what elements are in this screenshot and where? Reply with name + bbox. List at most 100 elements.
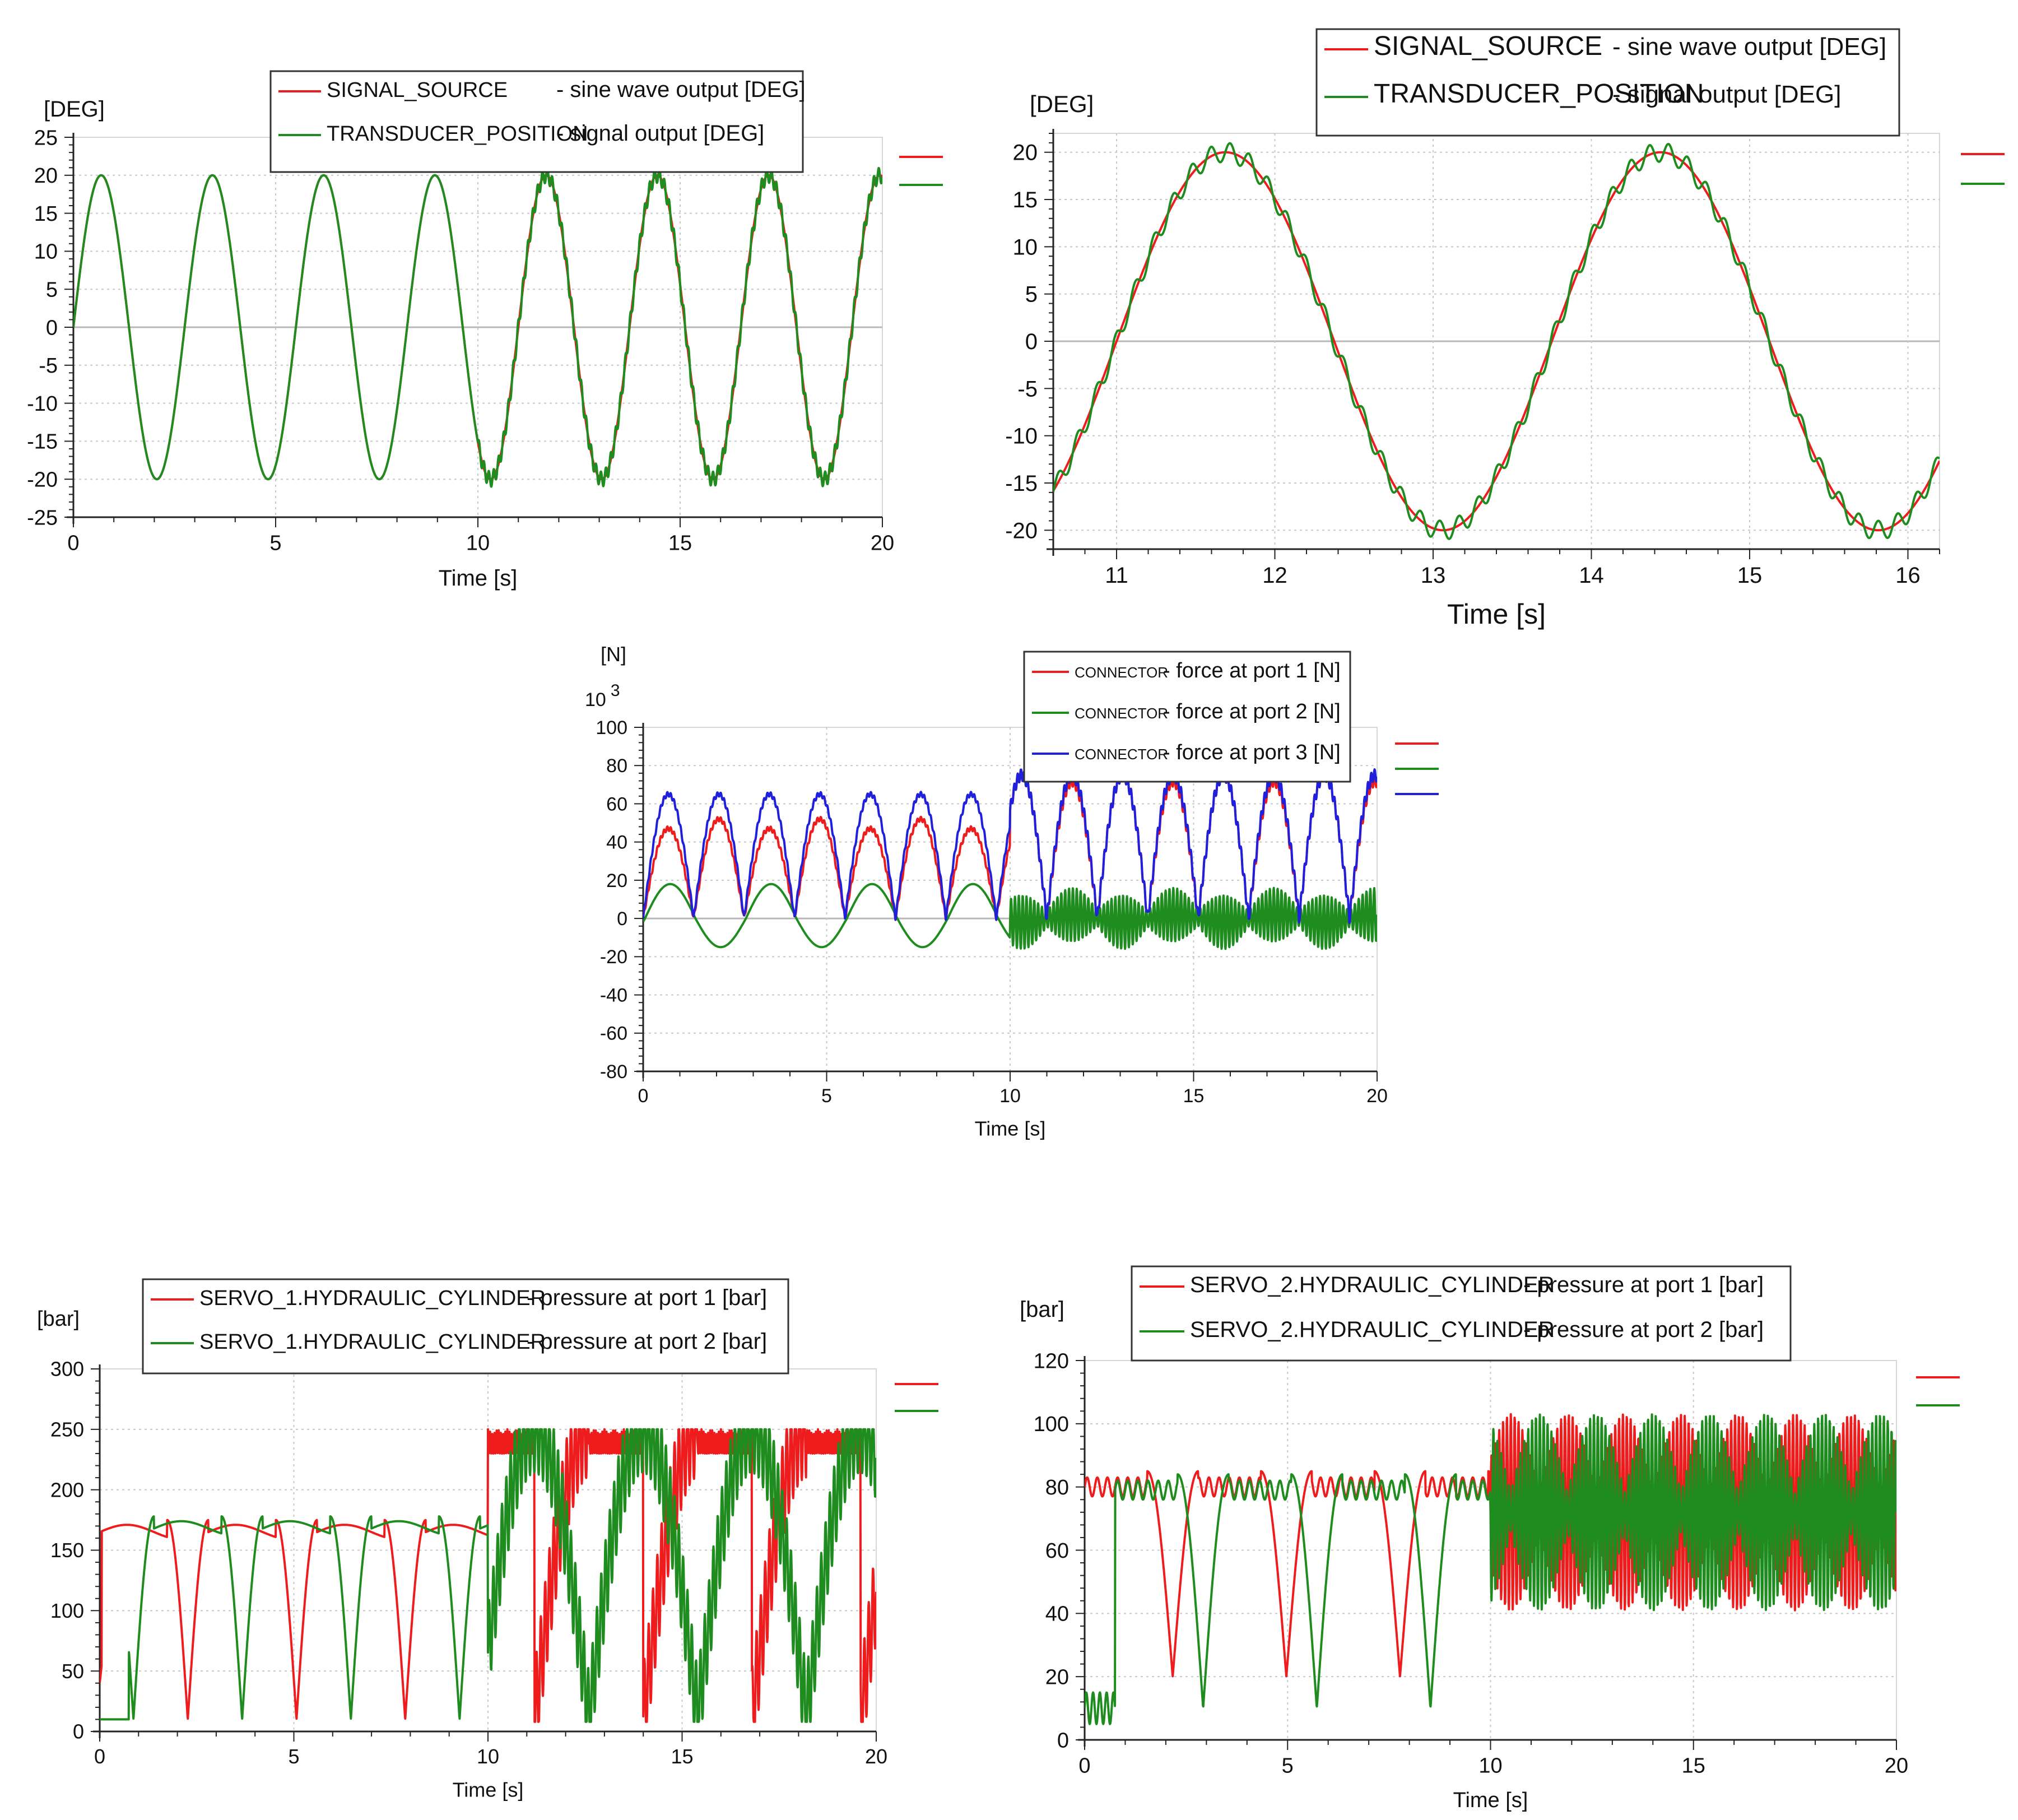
y-tick-label: 15 (1013, 188, 1038, 212)
y-tick-label: 0 (1025, 329, 1038, 354)
y-tick-label: 20 (606, 870, 627, 892)
x-tick-label: 0 (638, 1085, 649, 1107)
y-tick-label: -10 (1005, 424, 1038, 449)
x-tick-label: 13 (1421, 563, 1446, 588)
legend-name: SIGNAL_SOURCE (327, 78, 508, 102)
y-tick-label: 20 (1045, 1665, 1069, 1689)
x-tick-label: 5 (821, 1085, 832, 1107)
x-tick-label: 14 (1579, 563, 1604, 588)
y-tick-label: 120 (1034, 1349, 1069, 1373)
legend-name: SERVO_1.HYDRAULIC_CYLINDER (199, 1287, 546, 1310)
x-tick-label: 0 (1078, 1754, 1090, 1777)
x-tick-label: 20 (1885, 1754, 1908, 1777)
y-tick-label: 40 (606, 832, 627, 853)
y-scale-label: 10 3 (585, 681, 620, 711)
y-axis-label: [DEG] (44, 97, 105, 122)
y-tick-label: -40 (600, 985, 627, 1006)
x-tick-label: 15 (1737, 563, 1763, 588)
legend-name: SERVO_2.HYDRAULIC_CYLINDER (1190, 1317, 1555, 1342)
series-line-green (100, 1428, 876, 1723)
chart-p2: -20 -15 -10 -5 0 5 10 15 20 11 12 13 14 15 16 Time [s] [… (1005, 28, 2005, 630)
x-tick-label: 11 (1105, 563, 1128, 588)
y-tick-label: 200 (50, 1478, 84, 1501)
legend: SERVO_1.HYDRAULIC_CYLINDER- pressure at … (142, 1278, 789, 1375)
legend: SERVO_2.HYDRAULIC_CYLINDER- pressure at … (1131, 1265, 1792, 1362)
series-line-green (1053, 142, 1940, 540)
x-axis-label: Time [s] (1447, 598, 1546, 630)
series-line-green (73, 166, 882, 488)
y-tick-label: 0 (73, 1720, 84, 1743)
x-tick-label: 10 (466, 531, 490, 555)
legend-box (1315, 28, 1900, 137)
series-line-blue (643, 768, 1377, 924)
x-tick-label: 15 (668, 531, 692, 555)
y-tick-label: 15 (34, 202, 58, 226)
x-tick-label: 10 (999, 1085, 1021, 1107)
x-tick-label: 0 (94, 1745, 105, 1768)
legend-desc: - sine wave output [DEG] (556, 77, 806, 102)
x-axis-label: Time [s] (1453, 1789, 1528, 1812)
x-tick-label: 0 (67, 531, 79, 555)
y-axis-label: [bar] (1020, 1297, 1064, 1322)
y-tick-label: -20 (27, 468, 58, 492)
legend-desc: - pressure at port 1 [bar] (527, 1285, 767, 1310)
legend-box (1131, 1265, 1792, 1362)
legend: SIGNAL_SOURCE - sine wave output [DEG] TRA… (269, 70, 806, 173)
x-tick-label: 5 (1282, 1754, 1294, 1777)
x-tick-label: 16 (1895, 563, 1921, 588)
x-tick-label: 15 (1682, 1754, 1705, 1777)
legend-name: SERVO_1.HYDRAULIC_CYLINDER (199, 1330, 546, 1354)
x-tick-label: 15 (671, 1745, 693, 1768)
legend-name: TRANSDUCER_POSITION (327, 122, 588, 146)
x-tick-label: 20 (865, 1745, 887, 1768)
x-tick-label: 5 (288, 1745, 299, 1768)
legend-desc: - signal output [DEG] (1612, 81, 1841, 108)
legend-desc: - pressure at port 1 [bar] (1523, 1273, 1764, 1297)
y-tick-label: -60 (600, 1023, 627, 1044)
y-tick-label: 150 (50, 1539, 84, 1562)
legend-desc: - pressure at port 2 [bar] (527, 1329, 767, 1354)
x-axis-label: Time [s] (439, 566, 518, 591)
y-tick-label: -20 (1005, 518, 1038, 543)
series-line-green (643, 883, 1377, 950)
x-axis-label: Time [s] (975, 1117, 1046, 1140)
y-axis-label: [bar] (37, 1307, 80, 1331)
legend-name: CONNECTOR (1075, 746, 1168, 763)
legend-name: SERVO_2.HYDRAULIC_CYLINDER (1190, 1273, 1555, 1297)
y-tick-label: 5 (46, 278, 58, 302)
y-tick-label: -5 (1017, 377, 1038, 401)
y-tick-label: 0 (1057, 1729, 1069, 1752)
legend-name: SIGNAL_SOURCE (1374, 31, 1602, 61)
legend: SIGNAL_SOURCE - sine wave output [DEG] TRA… (1315, 28, 1900, 137)
chart-p5: 0 20 40 60 80 100 120 0 5 10 15 20 Time [s] [bar] SERV… (1020, 1265, 1960, 1812)
y-tick-label: 5 (1025, 282, 1038, 307)
legend: CONNECTOR- force at port 1 [N]CONNECTOR-… (1023, 651, 1351, 783)
legend-desc: - pressure at port 2 [bar] (1523, 1317, 1764, 1342)
y-tick-label: 20 (34, 164, 58, 188)
y-tick-label: 0 (617, 908, 627, 930)
y-tick-label: 100 (1034, 1413, 1069, 1436)
legend-name: CONNECTOR (1075, 664, 1168, 681)
legend-desc: - force at port 1 [N] (1163, 659, 1341, 682)
y-axis-label: [N] (601, 643, 626, 666)
y-tick-label: 25 (34, 126, 58, 150)
legend-name: TRANSDUCER_POSITION (1374, 79, 1704, 109)
y-tick-label: 100 (596, 717, 627, 739)
chart-p4: 0 50 100 150 200 250 300 0 5 10 15 20 Time [s] [bar] S… (37, 1278, 938, 1801)
y-tick-label: 10 (1013, 235, 1038, 259)
y-tick-label: 100 (50, 1599, 84, 1622)
x-tick-label: 5 (269, 531, 281, 555)
y-tick-label: 60 (1045, 1539, 1069, 1563)
y-tick-label: -15 (1005, 471, 1038, 496)
y-tick-label: -15 (27, 430, 58, 454)
legend-name: CONNECTOR (1075, 705, 1168, 722)
chart-p3: -80 -60 -40 -20 0 20 40 60 80 100 0 5 10 15 20 Time [s]… (585, 643, 1439, 1140)
legend-box (269, 70, 804, 173)
y-tick-label: 40 (1045, 1603, 1069, 1626)
legend-desc: - force at port 2 [N] (1163, 700, 1341, 723)
x-tick-label: 12 (1262, 563, 1287, 588)
y-tick-label: 10 (34, 240, 58, 264)
y-tick-label: 20 (1013, 141, 1038, 165)
y-tick-label: -20 (600, 946, 627, 968)
